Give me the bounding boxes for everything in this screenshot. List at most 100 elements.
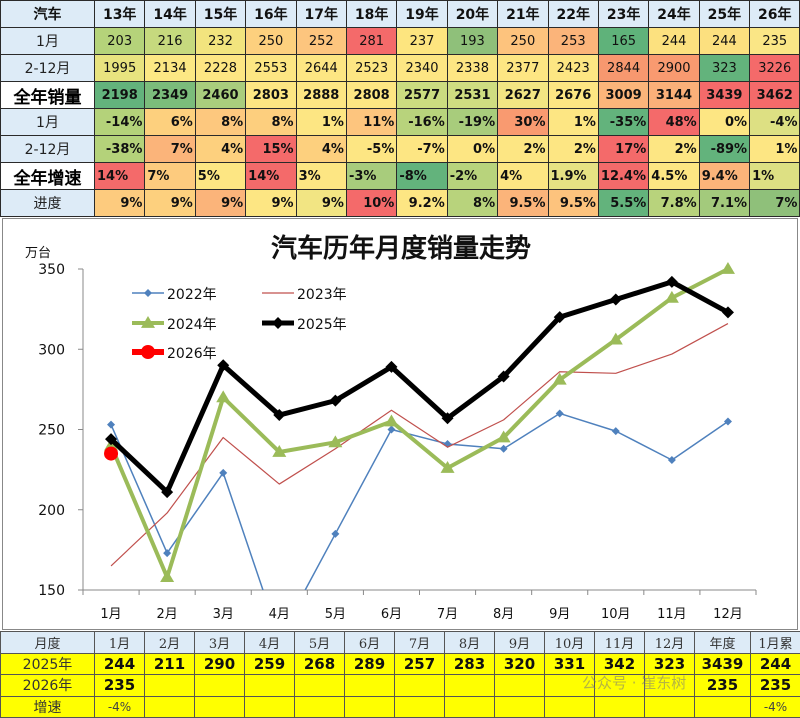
table-cell: 4% (194, 135, 247, 163)
table-row: 全年增速 14% 7% 5% 14% 3% -3% -8% -2% 4% 1.9% 12.4% 4.5%… (0, 162, 800, 190)
table-cell: 14% (245, 162, 297, 190)
x-tick-label: 7月 (437, 607, 458, 622)
table-cell: 257 (394, 652, 445, 675)
table-cell: 235 (750, 674, 800, 697)
year-header: 17年 (295, 0, 347, 28)
table-cell: 2134 (144, 54, 196, 82)
month-header: 4月 (244, 631, 295, 654)
table-cell (244, 695, 295, 718)
y-tick-label: 150 (38, 583, 65, 599)
table-cell: -2% (446, 162, 499, 190)
table-cell: 0% (698, 108, 751, 136)
table-cell: -4% (749, 108, 800, 136)
table-cell: -8% (396, 162, 448, 190)
table-cell: 3226 (749, 54, 800, 82)
month-header: 12月 (644, 631, 695, 654)
table-cell: 7.8% (648, 189, 700, 217)
data-point-marker (328, 435, 343, 448)
table-cell: 2627 (497, 81, 549, 109)
table-cell (594, 674, 645, 697)
table-cell: 15% (245, 135, 297, 163)
month-header: 6月 (344, 631, 395, 654)
table-row: 1月 -14% 6% 8% 8% 1% 11% -16% -19% 30% 1% -35% 48% 0% -… (0, 108, 800, 136)
table-cell (444, 695, 495, 718)
table-cell (494, 695, 545, 718)
data-point-marker (720, 262, 735, 274)
table-cell: 320 (494, 652, 545, 675)
month-header: 3月 (194, 631, 245, 654)
table-cell (594, 695, 645, 718)
year-header: 19年 (396, 0, 448, 28)
table-cell: 250 (245, 27, 297, 55)
table-cell: 9.5% (547, 189, 599, 217)
data-point-marker (721, 306, 734, 319)
data-point-marker (496, 430, 511, 443)
table-cell: 323 (698, 54, 751, 82)
table-cell (544, 674, 595, 697)
table-cell: 2% (547, 135, 599, 163)
legend-marker (141, 345, 155, 359)
row-label: 全年增速 (0, 162, 95, 190)
data-point-marker (273, 409, 286, 422)
year-header: 22年 (547, 0, 599, 28)
data-point-marker (553, 311, 566, 324)
table-row: 进度 9% 9% 9% 9% 9% 10% 9.2% 8% 9.5% 9.5% 5.5% 7.8% 7.1… (0, 189, 800, 217)
data-point-marker (104, 446, 119, 461)
x-tick-label: 12月 (713, 607, 743, 622)
table-cell: 253 (547, 27, 599, 55)
data-point-marker (609, 293, 622, 306)
x-tick-label: 10月 (601, 607, 631, 622)
table-cell: 342 (594, 652, 645, 675)
table-cell: -38% (93, 135, 146, 163)
table-cell: -16% (396, 108, 448, 136)
year-header: 15年 (194, 0, 247, 28)
data-point-marker (441, 412, 454, 425)
table-cell: 331 (544, 652, 595, 675)
table-cell: 193 (446, 27, 499, 55)
table-cell (644, 695, 695, 718)
table-cell: 3462 (749, 81, 800, 109)
table-cell: 2377 (497, 54, 549, 82)
legend-label: 2025年 (297, 317, 347, 333)
table-cell (444, 674, 495, 697)
x-tick-label: 1月 (100, 607, 121, 622)
table-cell: -19% (446, 108, 499, 136)
row-label: 全年销量 (0, 81, 95, 109)
table-row: 2025年 244 211 290 259 268 289 257 283 320 331 342 32… (0, 652, 800, 675)
table-cell: 2844 (597, 54, 650, 82)
table-cell: 7% (144, 162, 196, 190)
table-cell: 30% (497, 108, 549, 136)
data-point-marker (272, 317, 284, 329)
x-tick-label: 6月 (381, 607, 402, 622)
table-cell: 17% (597, 135, 650, 163)
y-axis-unit: 万台 (25, 246, 51, 261)
table-cell: 9% (194, 189, 247, 217)
table-cell (344, 674, 395, 697)
table-cell: 2676 (547, 81, 599, 109)
data-point-marker (160, 570, 175, 583)
table-cell: 11% (345, 108, 398, 136)
plot-area (104, 262, 735, 590)
table-cell: 216 (144, 27, 196, 55)
year-header: 13年 (93, 0, 146, 28)
series-line (110, 323, 729, 567)
table-cell: 2198 (93, 81, 146, 109)
table-cell: 244 (698, 27, 751, 55)
table-cell: 9% (93, 189, 146, 217)
table-cell: -89% (698, 135, 751, 163)
table-cell: 9% (245, 189, 297, 217)
data-point-marker (161, 486, 174, 499)
table-cell (144, 674, 195, 697)
table-cell: 211 (144, 652, 195, 675)
table-cell: 232 (194, 27, 247, 55)
data-point-marker (499, 444, 508, 453)
table-cell: 10% (345, 189, 398, 217)
table-cell: -35% (597, 108, 650, 136)
table-cell: 9% (295, 189, 347, 217)
year-header: 21年 (497, 0, 549, 28)
table-cell: 1% (547, 108, 599, 136)
table-cell: 2% (648, 135, 700, 163)
table-cell (294, 695, 345, 718)
table-cell (494, 674, 545, 697)
row-label: 2025年 (0, 652, 95, 675)
